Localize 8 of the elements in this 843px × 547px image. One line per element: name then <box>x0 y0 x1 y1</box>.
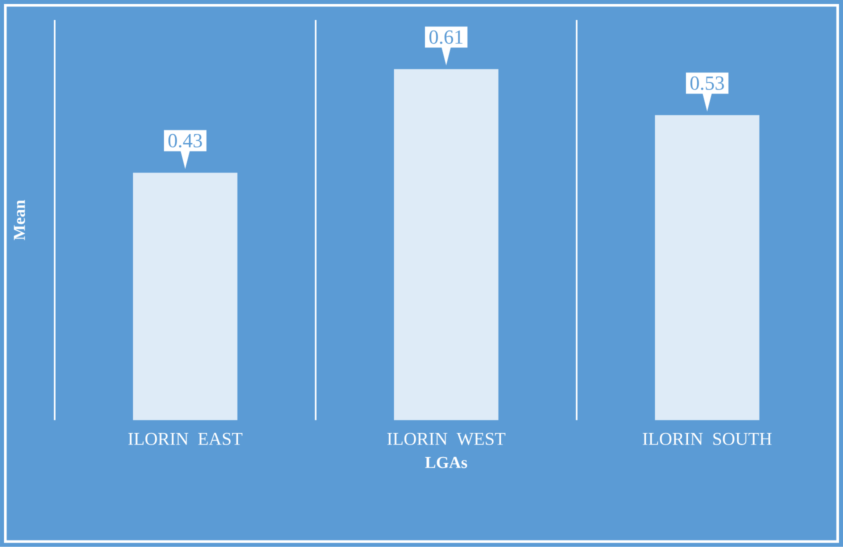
y-axis-title: Mean <box>14 200 26 240</box>
data-label: 0.43 <box>168 134 202 148</box>
x-tick-label: ILORIN EAST <box>128 432 242 446</box>
x-axis-title: LGAs <box>425 456 468 468</box>
x-tick-label: ILORIN WEST <box>387 432 506 446</box>
data-label: 0.53 <box>690 76 724 90</box>
x-tick-label: ILORIN SOUTH <box>642 432 772 446</box>
data-label: 0.61 <box>429 30 462 44</box>
